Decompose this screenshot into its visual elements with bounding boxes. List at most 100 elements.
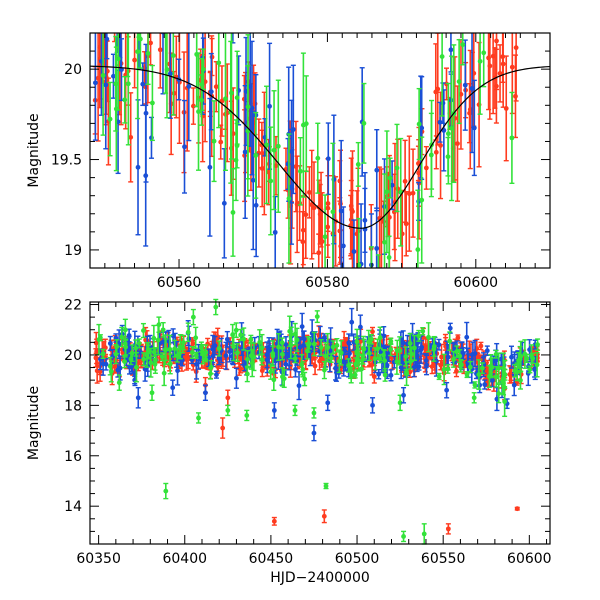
y-tick-label: 14 — [64, 499, 82, 515]
data-point — [342, 346, 348, 356]
data-point — [462, 39, 468, 131]
data-point — [508, 345, 514, 369]
x-axis-label: HJD−2400000 — [270, 570, 370, 586]
data-point — [315, 122, 321, 194]
y-axis: 19 19.5 20 — [51, 32, 550, 269]
x-tick-label: 60560 — [157, 275, 202, 291]
data-point — [323, 482, 329, 490]
data-point — [189, 345, 195, 360]
data-point — [288, 326, 294, 343]
plot-area — [93, 298, 541, 545]
data-point — [271, 516, 277, 526]
data-point — [375, 254, 381, 268]
data-point — [103, 357, 109, 371]
data-point — [267, 42, 273, 170]
data-point — [355, 141, 361, 187]
data-point — [216, 33, 222, 129]
data-point — [353, 357, 359, 371]
data-point — [458, 359, 464, 370]
x-tick-label: 60500 — [335, 551, 380, 567]
data-point — [447, 322, 453, 334]
data-point — [129, 344, 135, 362]
data-point — [145, 33, 151, 86]
data-point — [467, 360, 473, 374]
data-point — [233, 367, 239, 389]
data-point — [444, 381, 450, 399]
data-point — [247, 33, 253, 147]
data-point — [149, 384, 155, 402]
data-point — [436, 338, 442, 351]
data-point — [401, 530, 407, 543]
data-point — [527, 365, 533, 374]
data-point — [163, 338, 169, 361]
data-point — [388, 342, 394, 357]
x-tick-label: 60600 — [507, 551, 552, 567]
data-point — [503, 55, 509, 162]
data-point — [172, 339, 178, 358]
data-point — [141, 352, 147, 367]
data-point — [426, 322, 432, 353]
data-point — [334, 338, 340, 353]
data-point — [311, 331, 317, 357]
data-point — [177, 333, 183, 360]
data-point — [333, 362, 339, 382]
data-point — [234, 50, 240, 145]
x-axis: 60350 60400 60450 60500 60550 60600 — [76, 302, 552, 567]
data-point — [352, 371, 358, 379]
data-point — [338, 340, 344, 366]
data-point — [271, 402, 277, 419]
data-point — [213, 370, 219, 379]
data-point — [305, 336, 311, 353]
data-point — [216, 340, 222, 357]
data-point — [259, 121, 265, 169]
data-point — [447, 331, 453, 351]
data-point — [340, 206, 346, 268]
data-point — [489, 357, 495, 378]
data-point — [193, 351, 199, 359]
data-point — [366, 329, 372, 355]
data-point — [374, 207, 380, 268]
data-point — [182, 99, 188, 194]
data-point — [292, 353, 298, 364]
data-point — [509, 91, 515, 185]
data-point — [356, 217, 362, 268]
data-point — [490, 33, 496, 115]
data-point — [321, 333, 327, 342]
data-point — [110, 53, 116, 99]
data-point — [244, 409, 250, 422]
data-point — [140, 322, 146, 339]
data-point — [144, 342, 150, 368]
data-point — [472, 381, 478, 389]
data-point — [401, 387, 407, 404]
data-point — [160, 33, 166, 95]
data-point — [454, 85, 460, 202]
data-point — [406, 135, 412, 252]
data-point — [431, 335, 437, 357]
data-point — [149, 64, 155, 142]
data-point — [195, 52, 201, 171]
data-point — [213, 61, 219, 113]
data-point — [407, 332, 413, 355]
data-point — [316, 233, 322, 268]
data-point — [283, 349, 289, 358]
data-point — [292, 404, 298, 417]
data-point — [433, 135, 439, 170]
x-tick-label: 60550 — [421, 551, 466, 567]
data-point — [122, 75, 128, 124]
data-point — [256, 118, 262, 188]
data-point — [200, 343, 206, 365]
y-tick-label: 20 — [64, 348, 82, 364]
plot-area — [90, 0, 550, 268]
data-point — [148, 116, 154, 159]
data-point — [288, 128, 294, 245]
data-point — [419, 136, 425, 264]
data-point — [349, 307, 355, 337]
data-point — [230, 168, 236, 257]
data-point — [117, 0, 122, 9]
data-point — [325, 394, 331, 412]
x-tick-label: 60400 — [162, 551, 207, 567]
data-point — [372, 347, 378, 371]
data-point — [514, 506, 520, 512]
data-point — [190, 308, 196, 326]
data-point — [416, 329, 422, 342]
